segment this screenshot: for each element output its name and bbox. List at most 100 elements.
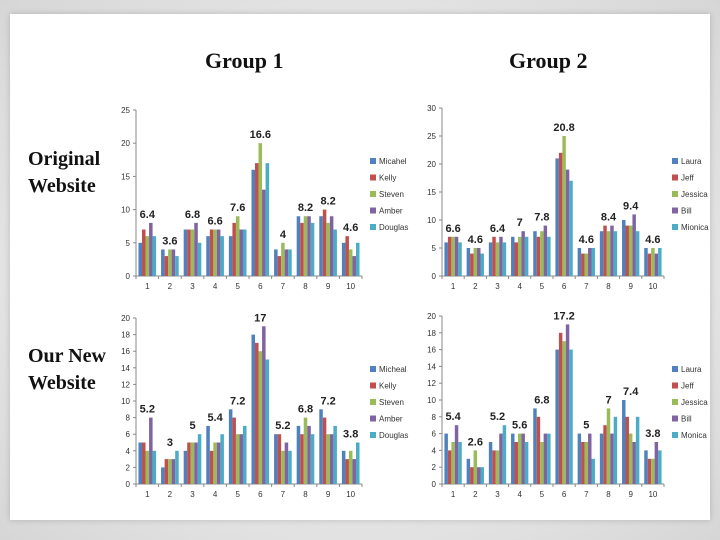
data-label: 4.6 (645, 234, 660, 246)
bar (622, 400, 626, 484)
data-label: 9.4 (623, 200, 639, 212)
bar (262, 189, 266, 276)
data-label: 5 (189, 420, 195, 432)
bar (569, 180, 573, 276)
bar (451, 442, 455, 484)
legend-swatch (370, 366, 376, 372)
bar (265, 163, 270, 276)
bar (251, 334, 256, 484)
y-tick-label: 14 (121, 364, 130, 373)
bar (232, 417, 236, 484)
y-tick-label: 5 (126, 239, 131, 248)
legend-label: Monica (681, 431, 707, 440)
bar (543, 225, 548, 276)
bar (326, 434, 330, 484)
x-tick-label: 3 (190, 282, 195, 291)
bar (521, 231, 525, 276)
data-label: 6.8 (298, 404, 313, 416)
bar (341, 450, 346, 484)
bar (517, 236, 522, 276)
bar (220, 434, 224, 484)
new-label-line1: Our New (28, 345, 106, 367)
bar (239, 229, 243, 276)
bar (628, 225, 633, 276)
x-tick-label: 6 (258, 490, 263, 499)
y-tick-label: 20 (121, 139, 130, 148)
bar (274, 249, 278, 276)
x-tick-label: 3 (495, 282, 500, 291)
bar (470, 253, 474, 276)
bar (288, 450, 292, 484)
bar (488, 442, 493, 484)
bar (288, 249, 292, 276)
bar (610, 433, 614, 484)
data-label: 6.8 (185, 209, 200, 221)
bar (284, 442, 289, 484)
bar (187, 229, 191, 276)
bar (235, 216, 240, 276)
bar (235, 434, 240, 484)
bar (647, 253, 652, 276)
x-tick-label: 6 (562, 490, 567, 499)
x-tick-label: 7 (584, 282, 589, 291)
legend-label: Steven (379, 190, 404, 199)
legend-label: Kelly (379, 174, 396, 183)
legend-swatch (370, 382, 376, 389)
y-tick-label: 15 (121, 172, 130, 181)
data-label: 3 (167, 437, 173, 449)
bar (628, 433, 633, 484)
bar (492, 236, 496, 276)
bar (352, 459, 356, 484)
legend-swatch (672, 158, 678, 164)
group2-original-chart: 0 5 10 15 20 25 30 1 6.6 2 4.6 3 6.4 4 7 5 7.8 6 20.8 7 4.6 8… (427, 104, 709, 291)
bar (197, 242, 202, 276)
bar (547, 236, 551, 276)
bar (577, 248, 582, 276)
legend-label: Amber (379, 207, 403, 216)
bar (635, 231, 640, 276)
legend-swatch (370, 207, 376, 214)
y-tick-label: 18 (121, 331, 130, 340)
x-tick-label: 1 (451, 282, 456, 291)
group2-title: Group 2 (509, 48, 588, 73)
x-tick-label: 5 (540, 282, 545, 291)
legend-swatch (672, 399, 678, 405)
x-tick-label: 3 (495, 490, 500, 499)
y-tick-label: 6 (126, 430, 131, 439)
bar (502, 425, 507, 484)
y-tick-label: 10 (121, 206, 130, 215)
data-label: 7.6 (230, 202, 245, 214)
original-label-line1: Original (28, 148, 101, 170)
bar (632, 214, 636, 276)
x-tick-label: 6 (562, 282, 567, 291)
bar (447, 450, 452, 484)
bar (255, 163, 259, 276)
x-tick-label: 2 (473, 490, 478, 499)
y-tick-label: 4 (126, 447, 131, 456)
legend-swatch (672, 174, 678, 181)
bar (206, 425, 210, 484)
bar (164, 256, 169, 276)
bar (591, 248, 595, 276)
x-tick-label: 7 (584, 490, 589, 499)
group2-new-chart: 0 2 4 6 8 10 12 14 16 18 20 1 5.4 2 2.6 3 5.2 4 5.6 5 6.8 6 17… (427, 310, 708, 499)
x-tick-label: 1 (145, 490, 150, 499)
x-tick-label: 10 (648, 282, 657, 291)
bar (588, 433, 592, 484)
y-tick-label: 25 (427, 132, 436, 141)
data-label: 17 (254, 312, 266, 324)
bar (495, 450, 500, 484)
bar (565, 324, 570, 484)
bar (599, 231, 604, 276)
y-tick-label: 2 (126, 463, 131, 472)
new-label-line2: Website (28, 372, 96, 394)
bar (303, 216, 308, 276)
data-label: 4.6 (579, 234, 594, 246)
bar (355, 242, 360, 276)
x-tick-label: 6 (258, 282, 263, 291)
data-label: 7 (517, 217, 523, 229)
bar (540, 442, 544, 484)
bar (319, 409, 323, 484)
data-label: 6.4 (140, 209, 156, 221)
data-label: 8.2 (298, 202, 313, 214)
